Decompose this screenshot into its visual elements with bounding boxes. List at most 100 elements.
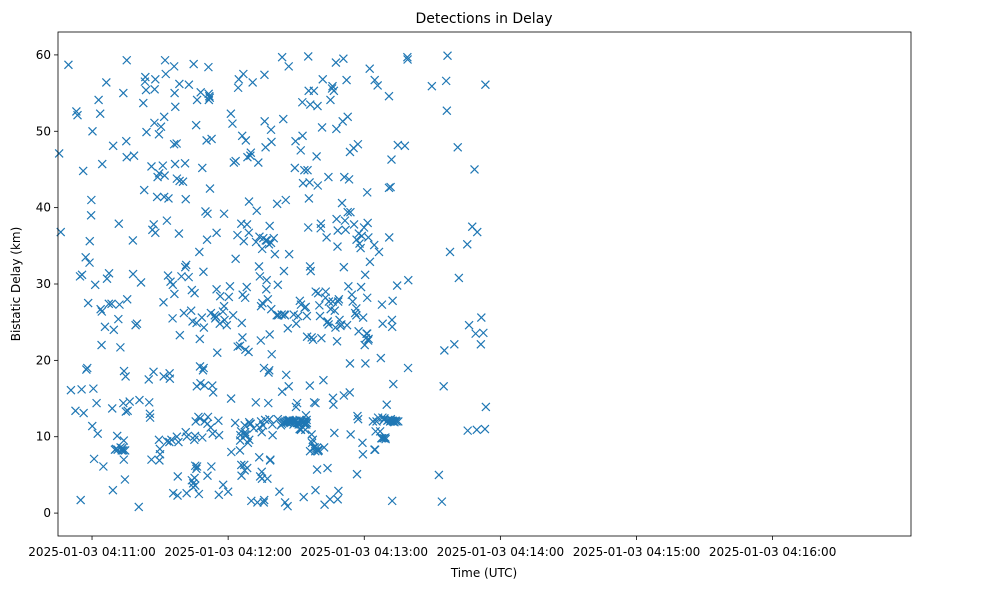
data-point [198,365,208,375]
data-point [368,417,378,426]
data-point [272,199,282,209]
y-tick-label: 60 [36,48,51,62]
data-point [346,207,355,217]
data-point [472,425,482,435]
data-point [291,136,300,146]
data-point [159,112,169,122]
data-point [303,52,313,61]
data-point [168,488,178,498]
data-point [331,58,341,67]
data-point [159,371,169,381]
data-point [237,318,247,328]
data-point [119,455,129,465]
x-tick-label: 2025-01-03 04:12:00 [164,545,291,559]
data-point [277,310,287,319]
data-point [168,313,177,323]
data-point [117,446,127,455]
data-point [318,74,328,84]
data-point [333,242,342,252]
data-point [322,232,332,242]
data-point [218,307,228,316]
data-point [180,262,190,272]
data-point [293,311,303,321]
data-point [341,225,351,235]
data-point [329,428,339,438]
data-point [197,433,207,442]
data-point [194,247,204,257]
data-point [77,384,87,394]
data-point [352,235,361,245]
data-point [265,414,274,424]
data-point [168,280,178,290]
data-point [207,134,217,144]
data-point [333,226,343,235]
data-point [107,404,117,413]
data-point [112,431,122,441]
data-point [353,414,363,424]
data-point [223,487,233,497]
data-point [180,158,190,168]
data-point [264,365,274,375]
data-point [172,432,182,442]
data-point [174,229,184,239]
data-point [380,433,390,442]
data-point [115,300,124,310]
data-point [268,430,278,440]
data-point [215,291,225,301]
data-point [220,315,229,325]
data-point [141,85,151,95]
data-point [178,177,188,187]
data-point [302,311,312,321]
data-point [257,467,267,477]
data-point [195,334,205,344]
data-point [97,159,107,169]
data-point [308,335,318,345]
data-point [78,166,88,176]
data-point [472,227,482,237]
data-point [256,301,266,311]
data-point [97,307,107,316]
data-point [340,216,350,226]
data-point [315,311,325,321]
x-tick-label: 2025-01-03 04:11:00 [28,545,155,559]
data-point [225,281,235,291]
data-point [156,122,166,132]
data-point [199,363,209,373]
data-point [76,495,86,505]
data-point [213,416,223,426]
data-point [204,91,214,101]
data-point [242,282,252,292]
data-point [89,454,99,464]
data-point [381,434,391,444]
data-point [190,473,199,483]
data-point [113,314,123,324]
data-point [108,141,118,151]
data-point [144,375,154,384]
data-point [348,297,358,306]
data-point [205,93,215,103]
data-point [190,431,200,441]
data-point [443,51,452,61]
data-point [139,185,149,195]
data-point [345,358,355,368]
data-point [104,299,114,309]
data-point [292,398,302,408]
data-point [332,336,342,346]
data-point [197,313,207,323]
data-point [244,197,254,206]
data-point [88,384,98,394]
data-point [257,427,267,437]
data-point [202,235,212,245]
data-point [196,87,206,97]
data-point [342,75,351,85]
data-point [480,424,490,434]
data-point [202,136,212,145]
data-point [248,77,258,87]
data-point [239,236,249,246]
data-point [342,320,352,330]
data-point [203,412,213,422]
data-point [313,101,322,111]
data-point [243,438,253,448]
data-point [351,304,361,313]
data-point [257,298,267,308]
